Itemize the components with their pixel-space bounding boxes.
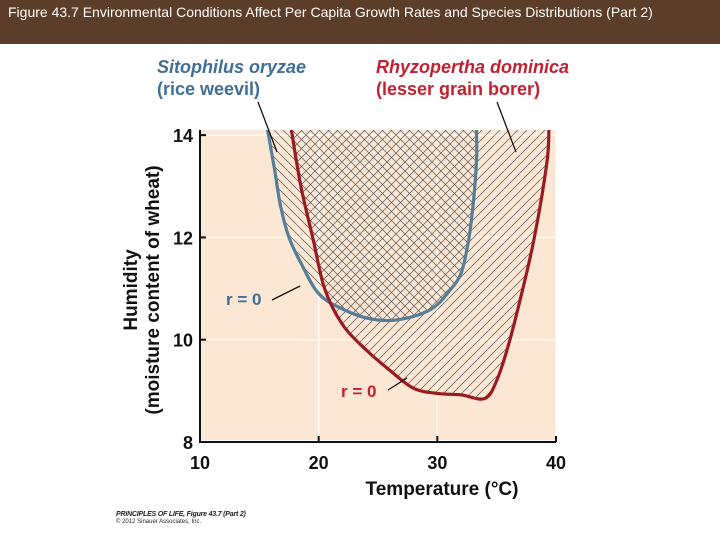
y-tick-label: 10 xyxy=(173,331,193,351)
y-tick-label: 8 xyxy=(183,433,193,453)
y-axis-subtitle: (moisture content of wheat) xyxy=(143,165,164,414)
credit-figure-source: PRINCIPLES OF LIFE, Figure 43.7 (Part 2) xyxy=(116,511,246,518)
x-tick-label: 20 xyxy=(309,453,329,473)
x-tick-label: 30 xyxy=(427,453,447,473)
y-axis-title: Humidity xyxy=(121,249,142,331)
x-axis-title: Temperature (°C) xyxy=(366,479,519,500)
sitophilus-r-zero-pointer xyxy=(271,285,301,301)
credit-copyright: © 2012 Sinauer Associates, Inc. xyxy=(116,519,202,525)
rhyzopertha-r-zero-pointer xyxy=(387,377,408,391)
rhyzopertha-common-name: (lesser grain borer) xyxy=(376,79,540,99)
rhyzopertha-r-zero-label: r = 0 xyxy=(341,382,376,401)
x-tick-label: 40 xyxy=(546,453,566,473)
rhyzopertha-leader-line xyxy=(496,101,517,153)
sitophilus-species-name: Sitophilus oryzae xyxy=(157,57,306,77)
y-tick-label: 14 xyxy=(173,126,193,146)
x-tick-label: 10 xyxy=(190,453,210,473)
sitophilus-common-name: (rice weevil) xyxy=(157,79,260,99)
series-curves xyxy=(266,130,551,401)
sitophilus-r-zero-curve xyxy=(266,130,479,323)
sitophilus-r-zero-label: r = 0 xyxy=(226,290,261,309)
slide-header: Figure 43.7 Environmental Conditions Aff… xyxy=(0,0,720,44)
rhyzopertha-r-zero-curve xyxy=(289,130,551,401)
figure-credit: PRINCIPLES OF LIFE, Figure 43.7 (Part 2)… xyxy=(116,511,246,525)
sitophilus-leader-line xyxy=(257,101,278,153)
y-tick-label: 12 xyxy=(173,228,193,248)
figure-caption: Figure 43.7 Environmental Conditions Aff… xyxy=(8,4,653,20)
rhyzopertha-species-name: Rhyzopertha dominica xyxy=(376,57,569,77)
rhyzopertha-viable-region xyxy=(291,130,549,400)
